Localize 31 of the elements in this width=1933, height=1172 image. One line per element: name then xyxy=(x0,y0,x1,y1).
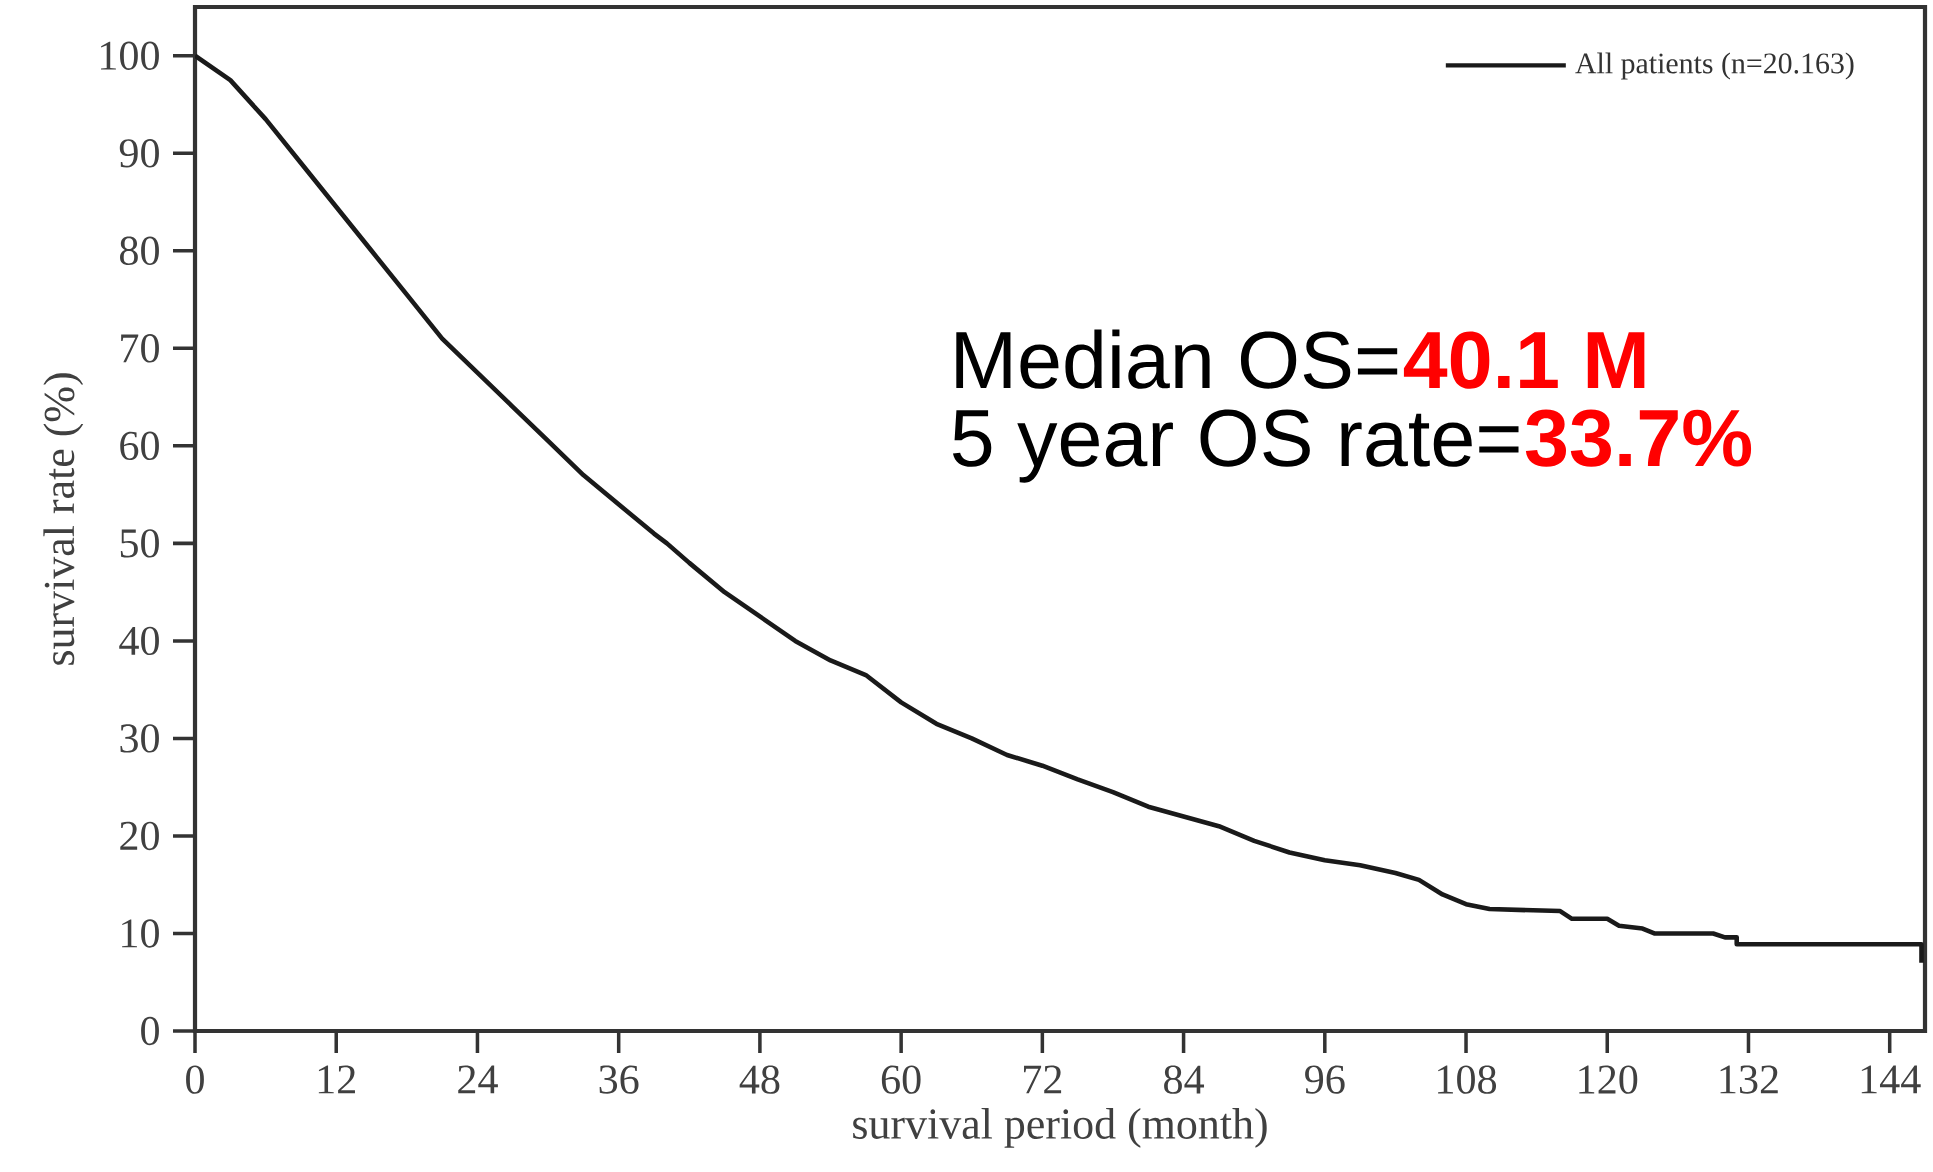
annotation: Median OS= xyxy=(956,329,1398,389)
x-tick-label: 0 xyxy=(186,1065,204,1094)
y-tick-label: 30 xyxy=(120,724,159,753)
x-axis-title: survival period (month) xyxy=(853,1108,1267,1148)
annotation: 33.7% xyxy=(1525,409,1752,467)
y-tick-label: 70 xyxy=(121,334,159,363)
y-tick-label: 0 xyxy=(141,1016,159,1046)
y-tick-label: 80 xyxy=(120,236,159,265)
x-tick-label: 120 xyxy=(1579,1065,1638,1094)
x-tick-label: 48 xyxy=(739,1065,780,1094)
x-tick-label: 12 xyxy=(318,1065,355,1094)
y-tick-label: 90 xyxy=(119,139,159,168)
x-tick-label: 72 xyxy=(1024,1065,1062,1094)
y-tick-label: 40 xyxy=(119,626,159,656)
x-tick-label: 60 xyxy=(881,1065,921,1094)
y-axis-title: survival rate (%) xyxy=(43,373,84,665)
x-tick-label: 24 xyxy=(458,1065,498,1094)
x-tick-label: 84 xyxy=(1164,1065,1205,1094)
y-tick-label: 100 xyxy=(101,41,159,70)
x-tick-label: 96 xyxy=(1305,1065,1345,1094)
y-tick-label: 10 xyxy=(122,919,159,948)
x-tick-label: 36 xyxy=(599,1065,639,1094)
y-tick-label: 50 xyxy=(120,529,159,558)
x-tick-label: 132 xyxy=(1720,1065,1778,1094)
annotation: 5 year OS rate= xyxy=(952,409,1519,483)
annotation: 40.1 M xyxy=(1403,331,1645,389)
legend-label: All patients (n=20.163) xyxy=(1575,52,1854,80)
x-tick-label: 108 xyxy=(1438,1065,1497,1094)
x-tick-label: 144 xyxy=(1861,1065,1921,1094)
y-tick-label: 60 xyxy=(120,431,159,461)
y-tick-label: 20 xyxy=(120,821,159,851)
